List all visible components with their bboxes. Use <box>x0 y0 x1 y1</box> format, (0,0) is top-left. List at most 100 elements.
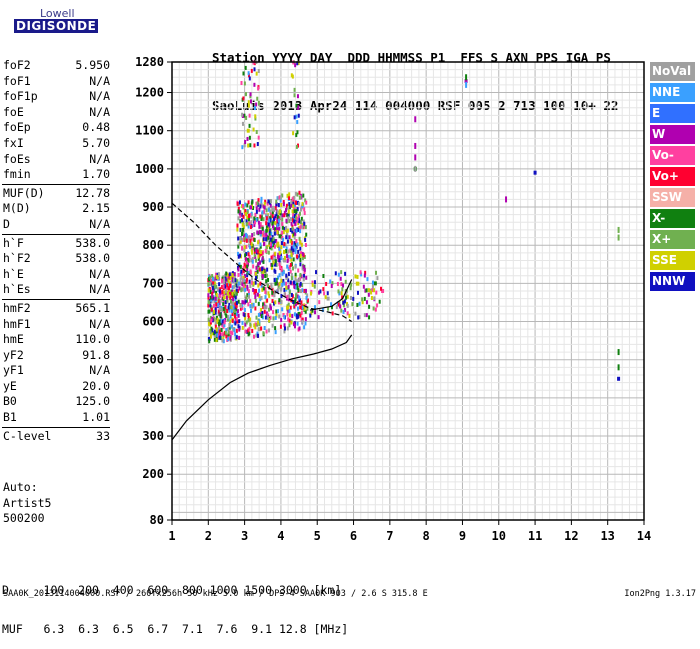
echo-cloud-point <box>248 279 251 284</box>
echo-cloud-point <box>290 240 293 245</box>
echo-cloud-point <box>283 250 286 255</box>
echo-cloud-point <box>294 302 297 307</box>
echo-cloud-point <box>225 286 228 291</box>
echo-cloud-point <box>253 323 256 328</box>
echo-cloud-point <box>331 311 334 316</box>
echo-cloud-point <box>231 285 234 290</box>
echo-cloud-point <box>292 257 295 262</box>
x-tick-label: 6 <box>350 529 357 543</box>
echo-cloud-point <box>272 236 275 241</box>
echo-cloud-point <box>251 233 254 238</box>
x-tick-label: 14 <box>637 529 651 543</box>
echo-cloud-point <box>274 300 277 305</box>
echo-cloud-point <box>265 232 268 237</box>
echo-cloud-point <box>243 113 246 118</box>
echo-cloud-point <box>279 264 282 269</box>
echo-cloud-point <box>239 253 242 258</box>
echo-cloud-point <box>330 305 333 310</box>
echo-cloud-point <box>278 195 281 200</box>
echo-cloud-point <box>241 300 244 305</box>
echo-cloud-point <box>297 227 300 232</box>
echo-cloud-point <box>220 279 223 284</box>
echo-cloud-point <box>283 315 286 320</box>
param-row: hmE 110.0 <box>2 332 110 348</box>
legend-item-x: X+ <box>650 230 695 249</box>
echo-cloud-point <box>290 203 293 208</box>
echo-cloud-point <box>295 200 298 205</box>
echo-cloud-point <box>282 202 285 207</box>
echo-cloud-point <box>288 235 291 240</box>
echo-cloud-point <box>355 281 358 286</box>
echo-cloud-point <box>235 328 238 333</box>
echo-cloud-point <box>245 264 248 269</box>
echo-cloud-point <box>229 314 232 319</box>
echo-cloud-point <box>238 286 241 291</box>
param-value: N/A <box>89 216 110 231</box>
echo-cloud-point <box>215 335 218 340</box>
echo-cloud-point <box>240 303 243 308</box>
echo-cloud-point <box>210 297 213 302</box>
echo-cloud-point <box>222 307 225 312</box>
param-name: yF2 <box>3 347 24 362</box>
echo-cloud-point <box>257 256 260 261</box>
echo-cloud-point <box>229 291 232 296</box>
echo-cloud-point <box>280 300 283 305</box>
echo-cloud-point <box>249 269 252 274</box>
echo-cloud-point <box>214 296 217 301</box>
echo-point <box>373 281 377 286</box>
param-row: foEp 0.48 <box>2 120 110 136</box>
param-row: B1 1.01 <box>2 410 110 426</box>
echo-cloud-point <box>358 315 361 320</box>
echo-cloud-point <box>231 273 234 278</box>
param-value: 538.0 <box>75 235 110 250</box>
echo-cloud-point <box>299 220 302 225</box>
echo-cloud-point <box>299 253 302 258</box>
echo-cloud-point <box>247 200 250 205</box>
echo-cloud-point <box>242 278 245 283</box>
echo-cloud-point <box>218 299 221 304</box>
echo-cloud-point <box>227 282 230 287</box>
echo-cloud-point <box>294 299 297 304</box>
echo-cloud-point <box>237 251 240 256</box>
echo-cloud-point <box>296 61 299 66</box>
echo-cloud-point <box>301 288 304 293</box>
param-value: 1.01 <box>82 410 110 425</box>
y-tick-label: 1100 <box>135 124 164 138</box>
echo-cloud-point <box>220 327 223 332</box>
echo-cloud-point <box>296 217 299 222</box>
echo-cloud-point <box>290 249 293 254</box>
echo-cloud-point <box>270 231 273 236</box>
echo-cloud-point <box>285 246 288 251</box>
echo-cloud-point <box>228 325 231 330</box>
echo-cloud-point <box>365 313 368 318</box>
echo-cloud-point <box>213 278 216 283</box>
echo-cloud-point <box>222 275 225 280</box>
echo-cloud-point <box>294 264 297 269</box>
echo-cloud-point <box>224 284 227 289</box>
echo-cloud-point <box>342 300 345 305</box>
echo-cloud-point <box>263 242 266 247</box>
echo-cloud-point <box>237 216 240 221</box>
echo-cloud-point <box>241 231 244 236</box>
echo-cloud-point <box>263 301 266 306</box>
legend-item-w: W <box>650 125 695 144</box>
echo-cloud-point <box>246 203 249 208</box>
echo-cloud-point <box>280 245 283 250</box>
echo-cloud-point <box>287 206 290 211</box>
echo-cloud-point <box>271 287 274 292</box>
echo-cloud-point <box>218 321 221 326</box>
echo-cloud-point <box>275 262 278 267</box>
echo-cloud-point <box>271 210 274 215</box>
echo-cloud-point <box>285 285 288 290</box>
echo-cloud-point <box>217 303 220 308</box>
param-name: yE <box>3 378 17 393</box>
echo-cloud-point <box>273 207 276 212</box>
echo-cloud-point <box>221 307 224 312</box>
echo-cloud-point <box>238 262 241 267</box>
echo-cloud-point <box>253 67 256 72</box>
echo-cloud-point <box>290 200 293 205</box>
echo-cloud-point <box>238 211 241 216</box>
echo-cloud-point <box>264 274 267 279</box>
echo-cloud-point <box>380 286 383 291</box>
echo-cloud-point <box>252 334 255 339</box>
